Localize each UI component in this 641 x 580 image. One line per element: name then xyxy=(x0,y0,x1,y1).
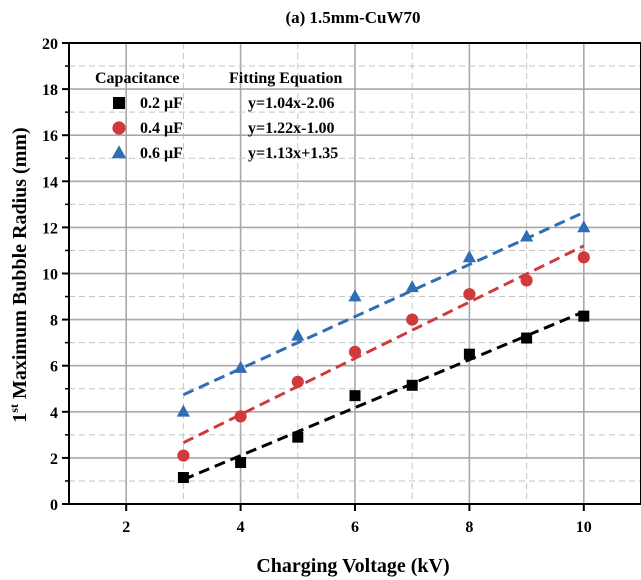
y-tick-label: 12 xyxy=(42,220,58,237)
data-point-series-1 xyxy=(406,379,418,391)
y-tick-label: 18 xyxy=(42,82,58,99)
fit-line-series-2 xyxy=(182,244,585,445)
data-point-series-2 xyxy=(291,375,304,388)
grid xyxy=(69,43,641,504)
data-point-series-2 xyxy=(406,313,419,326)
legend-equation-series-1: y=1.04x-2.06 xyxy=(248,95,334,112)
y-tick-label: 6 xyxy=(50,359,58,376)
data-point-series-3 xyxy=(462,250,476,263)
data-point-series-2 xyxy=(177,449,190,462)
legend-header-capacitance: Capacitance xyxy=(95,70,179,87)
x-tick-label: 2 xyxy=(122,519,130,536)
legend-header-fitting-equation: Fitting Equation xyxy=(229,70,342,87)
y-axis-label-number: 1 xyxy=(9,413,31,423)
y-tick-label: 20 xyxy=(42,36,58,53)
y-tick-label: 2 xyxy=(50,451,58,468)
data-point-series-3 xyxy=(291,328,305,341)
fit-lines xyxy=(182,211,585,481)
legend-equation-series-2: y=1.22x-1.00 xyxy=(248,120,334,137)
data-point-series-2 xyxy=(463,288,476,301)
data-point-series-1 xyxy=(521,332,533,344)
x-tick-label: 8 xyxy=(465,519,473,536)
fit-line-series-1 xyxy=(182,310,585,481)
legend-label-series-3: 0.6 μF xyxy=(140,145,183,162)
data-point-series-2 xyxy=(234,410,247,423)
x-tick-label: 10 xyxy=(576,519,592,536)
data-point-series-3 xyxy=(234,360,248,373)
y-axis-label-superscript: st xyxy=(7,404,21,413)
data-point-series-1 xyxy=(463,348,475,360)
legend-marker-series-2 xyxy=(112,121,126,135)
data-point-series-1 xyxy=(578,310,590,322)
axis-ticks: 2 4 6 8 10 0 2 4 6 8 10 12 14 16 18 20 xyxy=(42,36,592,536)
legend-marker-series-1 xyxy=(113,97,125,109)
legend-marker-series-3 xyxy=(111,145,127,159)
data-points xyxy=(176,220,591,483)
data-point-series-2 xyxy=(520,274,533,287)
chart-title: (a) 1.5mm-CuW70 xyxy=(285,8,420,27)
data-point-series-1 xyxy=(349,390,361,402)
y-axis-label: 1st Maximum Bubble Radius (mm) xyxy=(7,127,31,422)
fit-line-series-3 xyxy=(182,211,585,397)
data-point-series-1 xyxy=(235,457,247,469)
data-point-series-3 xyxy=(348,289,362,302)
legend-label-series-1: 0.2 μF xyxy=(140,95,183,112)
data-point-series-1 xyxy=(292,431,304,443)
data-point-series-3 xyxy=(577,220,591,233)
data-point-series-3 xyxy=(520,229,534,242)
y-axis-label-text: Maximum Bubble Radius (mm) xyxy=(9,127,31,404)
y-tick-label: 8 xyxy=(50,313,58,330)
legend-equation-series-3: y=1.13x+1.35 xyxy=(248,145,338,162)
y-tick-label: 16 xyxy=(42,128,58,145)
y-tick-label: 14 xyxy=(42,174,58,191)
data-point-series-2 xyxy=(348,345,362,358)
data-point-series-2 xyxy=(577,251,590,264)
legend: Capacitance Fitting Equation 0.2 μF y=1.04x… xyxy=(95,70,342,162)
y-tick-label: 4 xyxy=(50,405,58,422)
legend-label-series-2: 0.4 μF xyxy=(140,120,183,137)
y-tick-label: 10 xyxy=(42,267,58,284)
y-tick-label: 0 xyxy=(50,497,58,514)
x-axis-label: Charging Voltage (kV) xyxy=(256,555,449,577)
data-point-series-3 xyxy=(176,404,190,417)
x-tick-label: 4 xyxy=(237,519,245,536)
data-point-series-1 xyxy=(177,471,189,483)
data-point-series-3 xyxy=(405,280,419,293)
x-tick-label: 6 xyxy=(351,519,359,536)
